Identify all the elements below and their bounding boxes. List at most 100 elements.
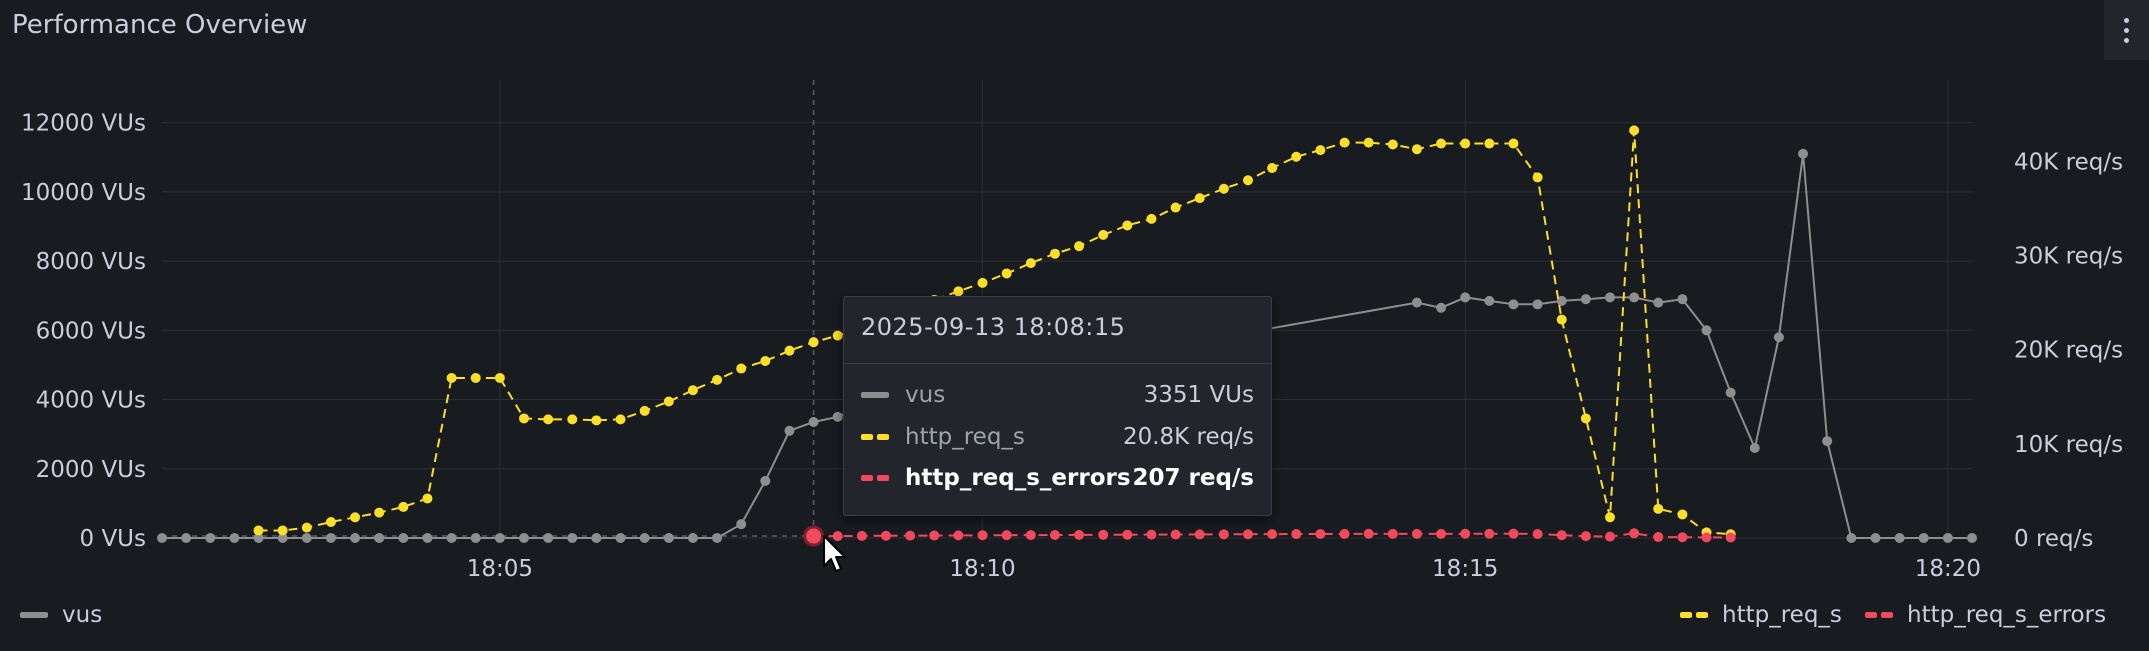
data-point-vus: [615, 533, 626, 543]
data-point-vus: [1436, 302, 1447, 313]
data-point-http-req-s: [663, 396, 674, 407]
panel-title: Performance Overview: [12, 10, 308, 40]
data-point-http-req-s-errors: [832, 531, 843, 542]
data-point-vus: [181, 533, 192, 543]
data-point-http-req-s: [736, 363, 747, 374]
tooltip-series-name: vus: [905, 382, 946, 408]
data-point-http-req-s-errors: [1556, 530, 1567, 541]
data-point-http-req-s: [1411, 144, 1422, 155]
data-point-http-req-s: [1049, 248, 1060, 259]
data-point-http-req-s-errors: [1677, 532, 1688, 543]
data-point-http-req-s: [277, 525, 288, 536]
data-point-http-req-s: [1243, 175, 1253, 186]
data-point-http-req-s: [1001, 268, 1012, 279]
data-point-http-req-s: [398, 501, 409, 512]
data-point-vus: [1653, 297, 1664, 308]
data-point-http-req-s: [1580, 413, 1591, 424]
data-point-http-req-s: [1484, 138, 1495, 149]
data-point-http-req-s: [1074, 241, 1085, 252]
data-point-http-req-s-errors: [1339, 528, 1350, 539]
data-point-vus: [1532, 299, 1543, 310]
data-point-vus: [543, 533, 554, 543]
data-point-vus: [1967, 533, 1977, 543]
tooltip-series-value: 3351 VUs: [1143, 382, 1254, 408]
panel-menu-button[interactable]: [2104, 0, 2149, 60]
data-point-http-req-s: [639, 405, 650, 416]
data-point-vus: [1725, 387, 1736, 398]
data-point-vus: [736, 519, 747, 530]
data-point-http-req-s: [1460, 138, 1471, 149]
legend-item-vus[interactable]: vus: [20, 602, 102, 628]
data-point-vus: [1942, 533, 1953, 543]
data-point-vus: [1605, 292, 1615, 303]
mouse-pointer-icon: [823, 535, 846, 572]
data-point-http-req-s-errors: [1315, 528, 1326, 539]
data-point-vus: [567, 533, 578, 543]
data-point-vus: [277, 533, 288, 543]
data-point-http-req-s: [1605, 512, 1615, 523]
data-point-http-req-s-errors: [1291, 529, 1302, 540]
vus-legend-swatch-icon: [20, 612, 48, 618]
data-point-http-req-s: [1339, 137, 1350, 148]
data-point-http-req-s: [567, 414, 578, 425]
y-left-tick-label: 0 VUs: [80, 526, 147, 552]
data-point-http-req-s: [422, 493, 433, 504]
data-point-vus: [687, 533, 698, 543]
legend-item-http-req-s[interactable]: http_req_s: [1680, 602, 1842, 628]
data-point-http-req-s-errors: [929, 530, 940, 541]
tooltip-series-name: http_req_s_errors: [905, 465, 1131, 491]
y-right-tick-label: 0 req/s: [2014, 526, 2093, 552]
data-point-vus: [398, 533, 409, 543]
y-left-tick-label: 8000 VUs: [36, 249, 146, 275]
tooltip-row-http-req-s: http_req_s 20.8K req/s: [861, 422, 1254, 452]
data-point-vus: [1918, 533, 1929, 543]
data-point-vus: [446, 533, 457, 543]
data-point-http-req-s-errors: [953, 530, 964, 541]
data-point-vus: [663, 533, 674, 543]
legend-label: http_req_s_errors: [1907, 602, 2107, 628]
y-left-tick-label: 6000 VUs: [36, 318, 146, 344]
data-point-vus: [712, 533, 723, 543]
data-point-vus: [808, 417, 819, 428]
data-point-vus: [325, 533, 336, 543]
data-point-http-req-s: [808, 337, 819, 348]
data-point-http-req-s-errors: [1484, 528, 1495, 539]
data-point-http-req-s-errors: [1508, 528, 1519, 539]
data-point-http-req-s: [253, 525, 264, 536]
data-point-http-req-s-errors: [1098, 529, 1109, 540]
data-point-http-req-s: [1532, 172, 1543, 183]
y-left-tick-label: 10000 VUs: [21, 180, 146, 206]
data-point-vus: [639, 533, 650, 543]
x-tick-label: 18:05: [467, 556, 533, 582]
tooltip-series-value: 20.8K req/s: [1122, 424, 1254, 450]
data-point-http-req-s: [1218, 183, 1229, 194]
data-point-http-req-s: [953, 286, 964, 297]
tooltip-divider: [844, 363, 1271, 364]
kebab-menu-icon: [2124, 17, 2129, 23]
data-point-http-req-s-errors: [1146, 529, 1157, 540]
data-point-http-req-s: [1146, 213, 1157, 224]
data-point-vus: [760, 475, 771, 486]
data-point-http-req-s: [1267, 163, 1278, 174]
data-point-http-req-s: [832, 330, 843, 341]
data-point-http-req-s: [615, 414, 626, 425]
y-right-tick-label: 10K req/s: [2014, 432, 2123, 458]
data-point-http-req-s: [374, 507, 385, 518]
data-point-http-req-s-errors: [1074, 529, 1085, 540]
x-tick-label: 18:10: [949, 556, 1015, 582]
data-point-http-req-s-errors: [905, 530, 916, 541]
data-point-http-req-s-errors: [1049, 529, 1060, 540]
legend-item-http-req-s-errors[interactable]: http_req_s_errors: [1865, 602, 2106, 628]
data-point-vus: [1556, 295, 1567, 306]
data-point-http-req-s-errors: [1460, 528, 1471, 539]
hover-point-marker: [803, 525, 825, 547]
data-point-http-req-s: [1629, 125, 1640, 136]
data-point-vus: [832, 411, 843, 422]
data-point-http-req-s: [1363, 137, 1374, 148]
http-req-s-swatch-icon: [861, 434, 889, 440]
data-point-http-req-s: [1170, 202, 1181, 213]
data-point-vus: [1773, 332, 1784, 343]
x-tick-label: 18:15: [1432, 556, 1498, 582]
